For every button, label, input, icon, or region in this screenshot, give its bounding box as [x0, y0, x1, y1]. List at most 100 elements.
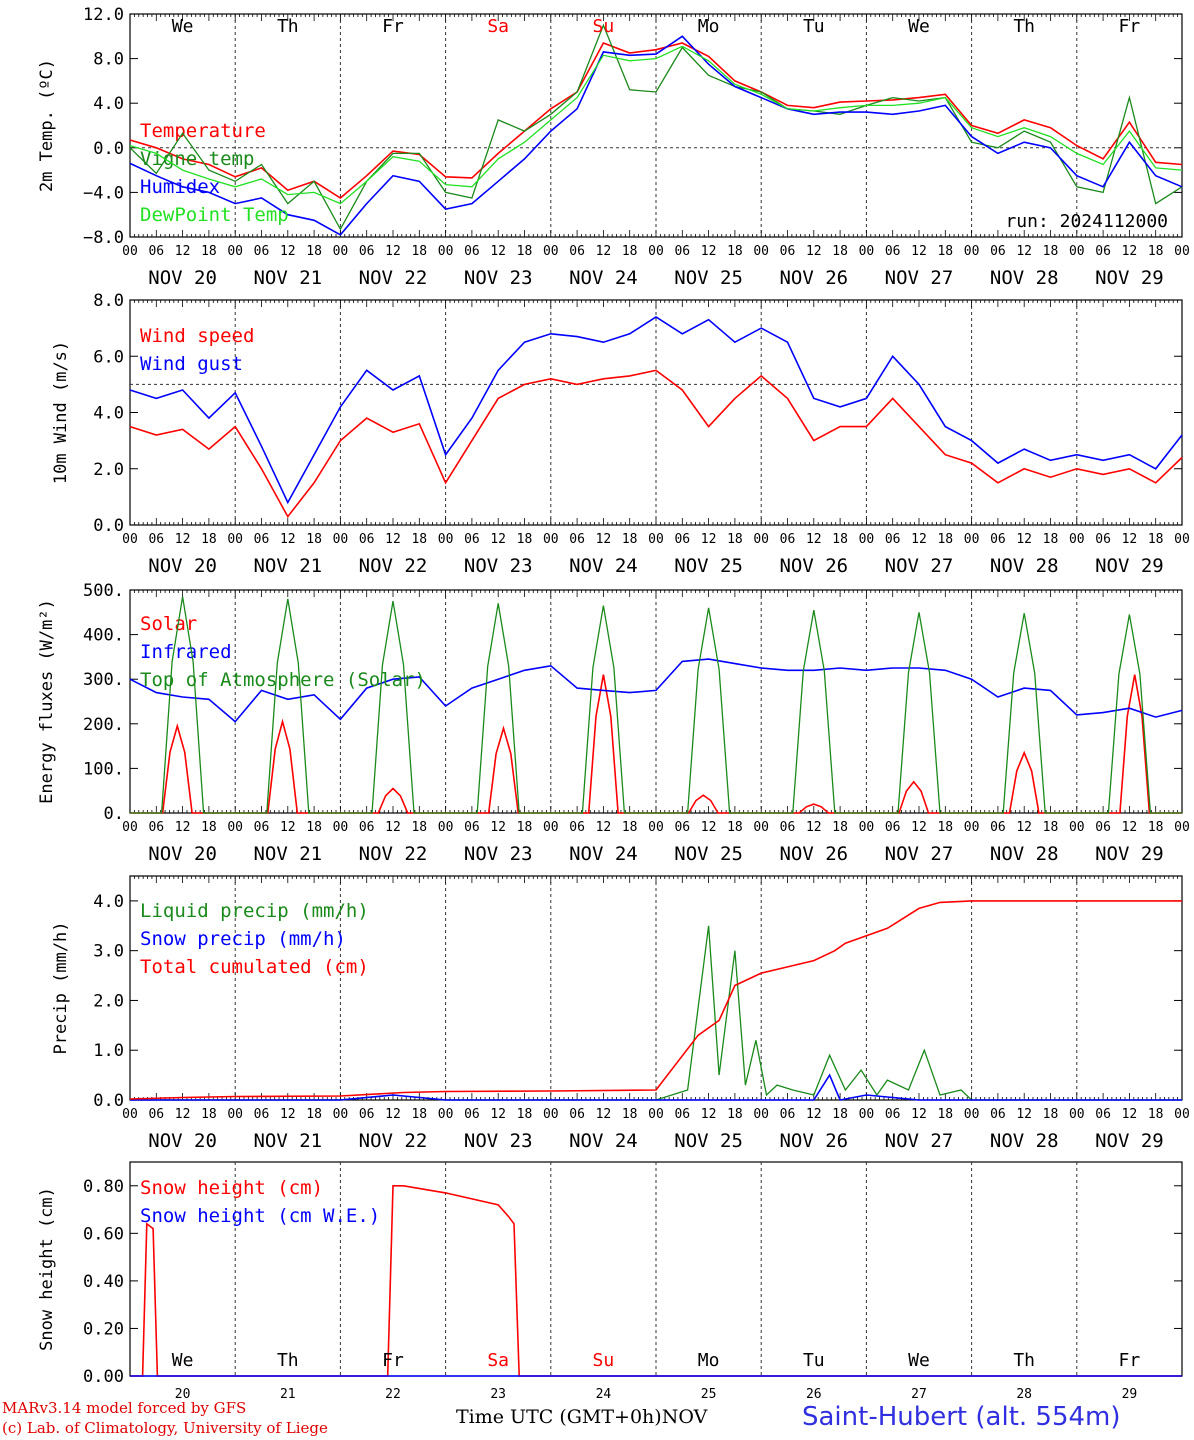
hour-tick-label: 12	[806, 820, 822, 835]
hour-tick-label: 00	[648, 1107, 664, 1122]
hour-tick-label: 00	[543, 820, 559, 835]
legend-entry: Temperature	[140, 120, 266, 142]
y-tick-label: 2.0	[93, 460, 124, 480]
hour-tick-label: 12	[806, 532, 822, 547]
hour-tick-label: 06	[674, 1107, 690, 1122]
hour-tick-label: 06	[464, 532, 480, 547]
series-line-liquid-precip-mm-h-	[130, 925, 1182, 1101]
date-label: NOV 25	[674, 267, 743, 289]
hour-tick-label: 12	[280, 820, 296, 835]
hour-tick-label: 00	[859, 1107, 875, 1122]
hour-tick-label: 06	[990, 820, 1006, 835]
hour-tick-label: 00	[964, 244, 980, 259]
weekday-label: Tu	[803, 16, 825, 37]
hour-tick-label: 12	[911, 532, 927, 547]
weekday-label: We	[908, 1350, 930, 1371]
weekday-label: Th	[1013, 1350, 1035, 1371]
hour-tick-label: 18	[937, 532, 953, 547]
hour-tick-label: 12	[490, 532, 506, 547]
hour-tick-label: 12	[175, 820, 191, 835]
hour-tick-label: 12	[490, 244, 506, 259]
hour-tick-label: 06	[359, 244, 375, 259]
hour-tick-label: 12	[1016, 532, 1032, 547]
day-number-label: 22	[385, 1387, 401, 1402]
hour-tick-label: 18	[1148, 532, 1164, 547]
day-number-label: 27	[911, 1387, 927, 1402]
hour-tick-label: 00	[122, 1107, 138, 1122]
hour-tick-label: 06	[674, 244, 690, 259]
hour-tick-label: 00	[859, 532, 875, 547]
y-axis-title: Energy fluxes (W/m²)	[37, 599, 57, 804]
hour-tick-label: 00	[859, 244, 875, 259]
legend-entry: Infrared	[140, 641, 232, 663]
day-number-label: 26	[806, 1387, 822, 1402]
series-line-humidex	[129, 35, 1183, 236]
hour-tick-label: 06	[674, 820, 690, 835]
hour-tick-label: 18	[1148, 244, 1164, 259]
hour-tick-label: 12	[701, 244, 717, 259]
hour-tick-label: 12	[175, 1107, 191, 1122]
hour-tick-label: 00	[543, 532, 559, 547]
hour-tick-label: 06	[464, 1107, 480, 1122]
day-number-label: 20	[175, 1387, 191, 1402]
hour-tick-label: 12	[701, 820, 717, 835]
hour-tick-label: 00	[122, 820, 138, 835]
date-label: NOV 22	[359, 843, 428, 865]
hour-tick-label: 06	[885, 244, 901, 259]
date-label: NOV 21	[253, 555, 322, 577]
hour-tick-label: 18	[1148, 820, 1164, 835]
hour-tick-label: 00	[1069, 244, 1085, 259]
hour-tick-label: 12	[1122, 244, 1138, 259]
legend-entry: Humidex	[140, 176, 220, 198]
hour-tick-label: 06	[674, 532, 690, 547]
series-line-solar	[130, 674, 1182, 814]
legend-entry: DewPoint Temp	[140, 204, 289, 226]
hour-tick-label: 18	[832, 532, 848, 547]
hour-tick-label: 12	[911, 1107, 927, 1122]
day-number-label: 21	[280, 1387, 296, 1402]
hour-tick-label: 06	[1095, 820, 1111, 835]
series-line-snow-height-cm-	[130, 1185, 1182, 1377]
weekday-label: Sa	[487, 16, 509, 37]
weekday-label: We	[908, 16, 930, 37]
hour-tick-label: 06	[254, 1107, 270, 1122]
hour-tick-label: 12	[385, 1107, 401, 1122]
date-label: NOV 21	[253, 267, 322, 289]
panel-temperature: 12.0 8.0 4.0 0.0 −4.0 −8.0 2m Temp. (ºC) Temper…	[37, 5, 1190, 289]
panel-energy: 500. 400. 300. 200. 100. 0. Energy fluxes (W/m…	[37, 581, 1190, 865]
series-line-temperature	[129, 42, 1183, 199]
date-label: NOV 27	[885, 555, 954, 577]
legend-entry: Total cumulated (cm)	[140, 956, 369, 978]
date-label: NOV 29	[1095, 555, 1164, 577]
hour-tick-label: 12	[280, 1107, 296, 1122]
date-label: NOV 27	[885, 267, 954, 289]
weekday-label: Fr	[382, 1350, 404, 1371]
y-tick-label: 0.80	[83, 1177, 124, 1197]
weekday-label: Fr	[1119, 1350, 1141, 1371]
hour-tick-label: 06	[990, 244, 1006, 259]
y-tick-label: 100.	[83, 759, 124, 779]
run-label: run: 2024112000	[1005, 211, 1168, 232]
hour-tick-label: 00	[753, 532, 769, 547]
hour-tick-label: 06	[780, 532, 796, 547]
date-label: NOV 22	[359, 1130, 428, 1152]
hour-tick-label: 18	[411, 820, 427, 835]
hour-tick-label: 18	[727, 1107, 743, 1122]
y-axis-title: 2m Temp. (ºC)	[37, 59, 57, 192]
series-line-total-cumulated-cm-	[129, 900, 1182, 1100]
hour-tick-label: 00	[543, 1107, 559, 1122]
hour-tick-label: 00	[333, 532, 349, 547]
hour-tick-label: 06	[569, 820, 585, 835]
hour-tick-label: 18	[201, 244, 217, 259]
y-tick-label: 2.0	[93, 991, 124, 1011]
hour-tick-label: 00	[1174, 532, 1190, 547]
hour-tick-label: 18	[517, 244, 533, 259]
time-axis-title: Time UTC (GMT+0h)NOV	[456, 1406, 708, 1428]
hour-tick-label: 12	[806, 1107, 822, 1122]
hour-tick-label: 00	[543, 244, 559, 259]
date-label: NOV 28	[990, 555, 1059, 577]
weekday-label: Mo	[698, 1350, 720, 1371]
date-label: NOV 29	[1095, 1130, 1164, 1152]
date-label: NOV 23	[464, 267, 533, 289]
hour-tick-label: 18	[1043, 532, 1059, 547]
